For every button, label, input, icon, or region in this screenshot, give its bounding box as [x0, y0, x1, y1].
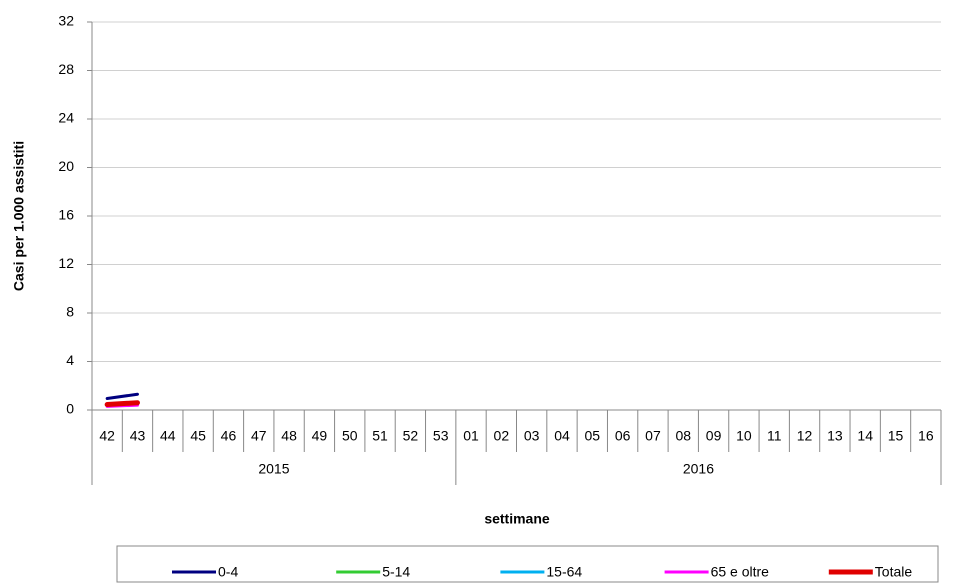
x-tick-label: 44: [160, 428, 176, 444]
y-tick-label: 20: [58, 158, 74, 174]
x-tick-label: 48: [281, 428, 297, 444]
legend-label: 5-14: [382, 564, 410, 580]
x-tick-label: 08: [675, 428, 691, 444]
x-tick-label: 16: [918, 428, 934, 444]
x-tick-label: 52: [403, 428, 419, 444]
x-tick-label: 53: [433, 428, 449, 444]
y-tick-label: 4: [66, 352, 74, 368]
y-tick-label: 0: [66, 401, 74, 417]
series-line: [104, 400, 140, 408]
x-tick-label: 47: [251, 428, 267, 444]
x-tick-label: 10: [736, 428, 752, 444]
x-axis-label: settimane: [484, 511, 550, 527]
x-tick-label: 49: [312, 428, 328, 444]
x-tick-label: 42: [99, 428, 115, 444]
legend-label: Totale: [875, 564, 913, 580]
x-tick-label: 51: [372, 428, 388, 444]
x-tick-label: 05: [585, 428, 601, 444]
x-tick-label: 06: [615, 428, 631, 444]
x-tick-label: 14: [857, 428, 873, 444]
legend-box: [116, 545, 939, 583]
x-tick-label: 12: [797, 428, 813, 444]
y-tick-label: 16: [58, 207, 74, 223]
x-tick-label: 07: [645, 428, 661, 444]
x-tick-label: 01: [463, 428, 479, 444]
x-tick-label: 09: [706, 428, 722, 444]
y-tick-label: 12: [58, 255, 74, 271]
legend-label: 65 e oltre: [711, 564, 770, 580]
x-group-label: 2015: [258, 461, 289, 477]
x-tick-label: 46: [221, 428, 237, 444]
y-tick-label: 32: [58, 13, 74, 29]
x-tick-label: 50: [342, 428, 358, 444]
x-group-label: 2016: [683, 461, 714, 477]
y-tick-label: 28: [58, 61, 74, 77]
legend-label: 0-4: [218, 564, 238, 580]
x-tick-label: 03: [524, 428, 540, 444]
series-line: [105, 392, 139, 400]
y-tick-label: 8: [66, 304, 74, 320]
x-tick-label: 02: [494, 428, 510, 444]
x-tick-label: 45: [190, 428, 206, 444]
x-tick-label: 13: [827, 428, 843, 444]
x-tick-label: 11: [767, 428, 782, 444]
y-axis-label: Casi per 1.000 assistiti: [11, 141, 27, 291]
x-tick-label: 04: [554, 428, 570, 444]
legend-label: 15-64: [546, 564, 582, 580]
y-tick-label: 24: [58, 110, 74, 126]
x-tick-label: 43: [130, 428, 146, 444]
x-tick-label: 15: [888, 428, 904, 444]
